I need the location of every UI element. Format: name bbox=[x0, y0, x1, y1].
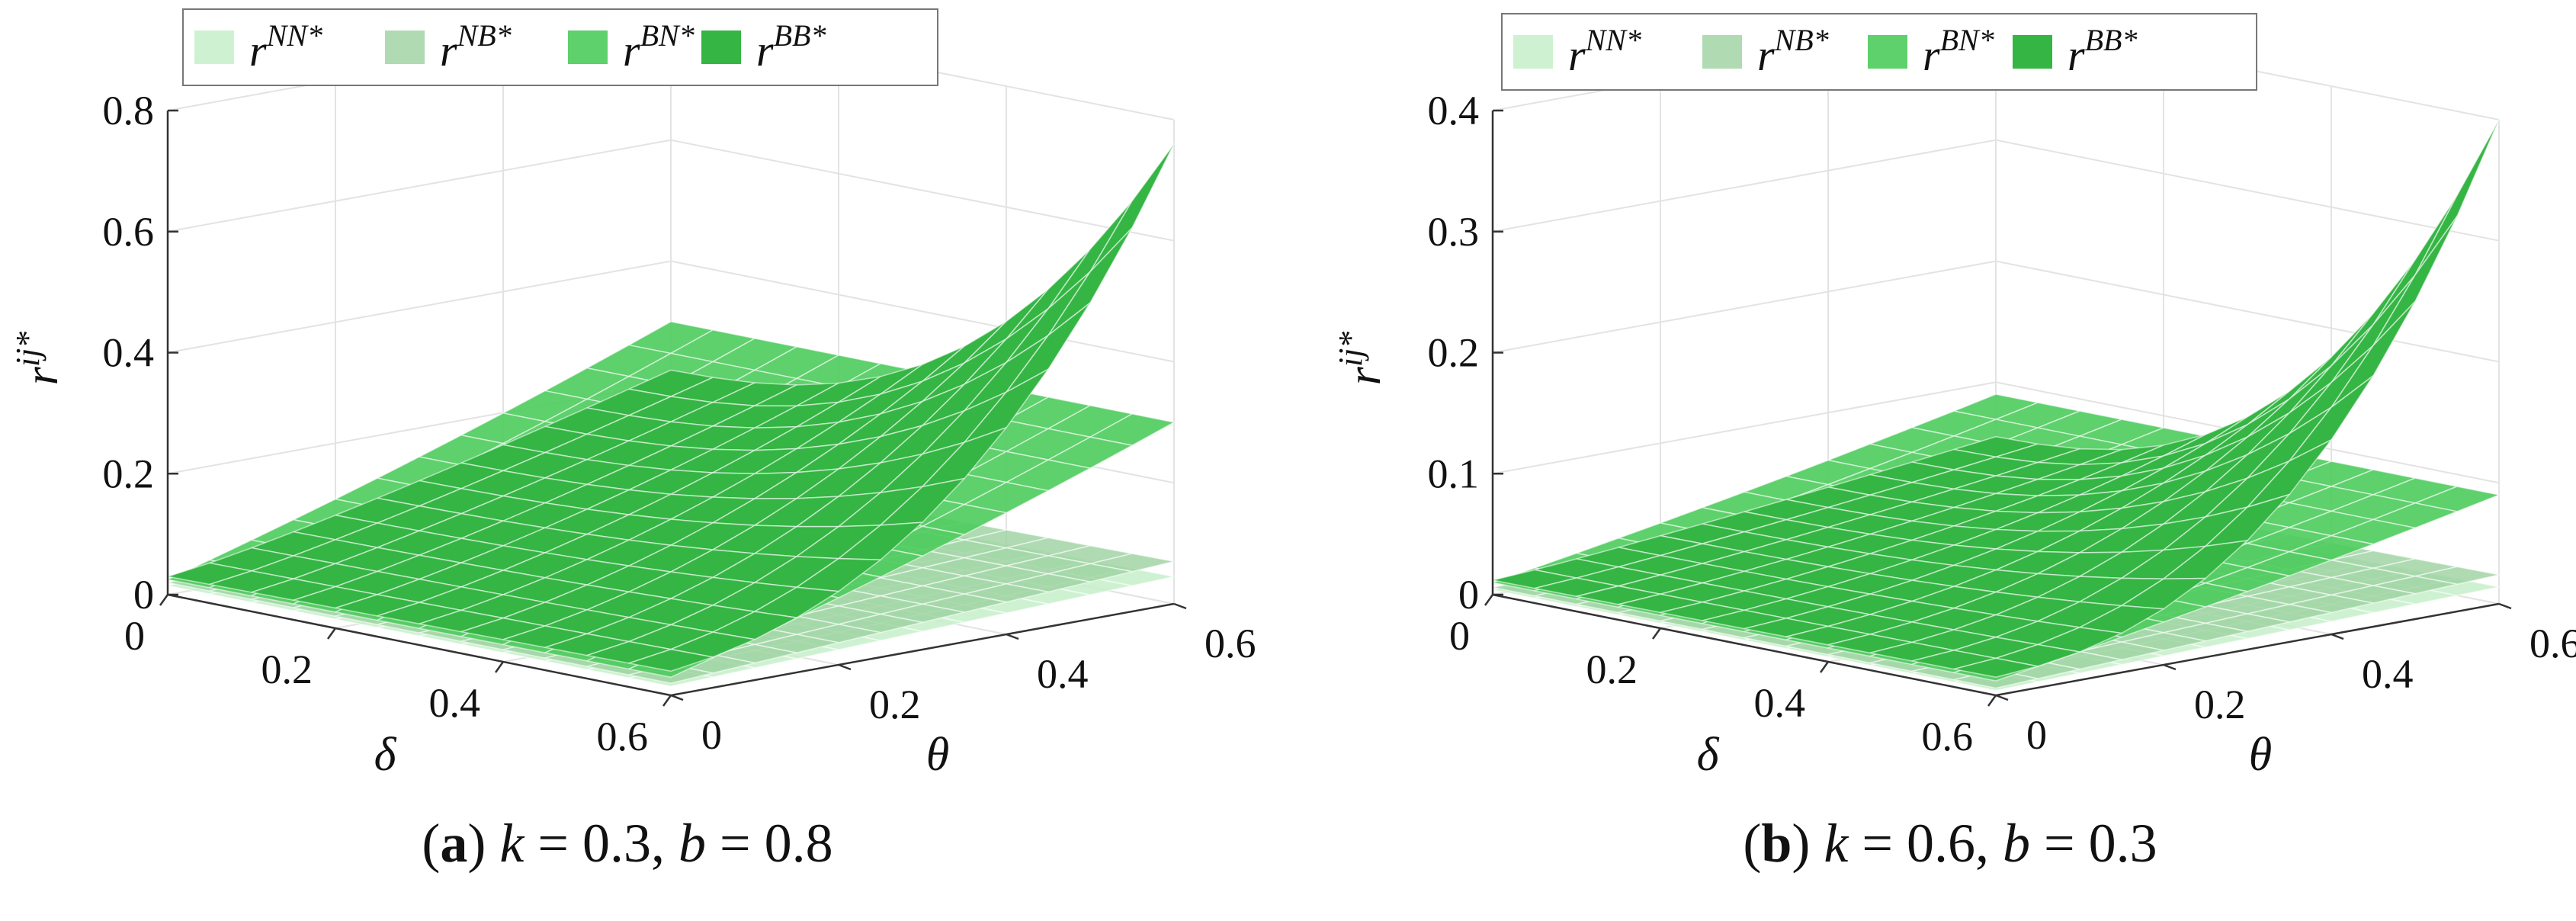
legend-swatch-NN bbox=[194, 30, 234, 64]
legend-label-BB: rBB* bbox=[2068, 23, 2137, 80]
surface-BB-patch bbox=[2372, 194, 2458, 326]
legend-label-BN: rBN* bbox=[623, 18, 695, 75]
delta-tick-label: 0 bbox=[1449, 613, 1470, 659]
axes: 0 0.2 0.4 0.6 0.8 0 0.2 0.4 0.6 0 0.2 0.4 0.6 bbox=[103, 88, 1256, 759]
theta-axis-label: θ bbox=[926, 729, 949, 781]
z-axis-label: rij* bbox=[9, 332, 68, 386]
z-tick-label: 0.1 bbox=[1428, 451, 1480, 496]
theta-tick bbox=[2163, 663, 2177, 671]
delta-axis bbox=[1492, 593, 1997, 697]
z-tick-label: 0.4 bbox=[103, 330, 155, 376]
axes: 0 0.1 0.2 0.3 0.4 0 0.2 0.4 0.6 0 0.2 0.4 0.6 bbox=[1428, 88, 2576, 759]
theta-tick bbox=[670, 694, 684, 701]
legend-swatch-BB bbox=[2013, 35, 2052, 69]
z-tick-label: 0.6 bbox=[103, 209, 155, 255]
theta-tick bbox=[838, 663, 852, 671]
theta-tick-label: 0 bbox=[2026, 712, 2047, 758]
z-axis-label: rij* bbox=[1332, 332, 1391, 386]
theta-tick bbox=[2331, 633, 2344, 640]
theta-tick bbox=[1995, 694, 2009, 701]
surface-BB-patch bbox=[2414, 119, 2500, 276]
legend-label-NN: rNN* bbox=[1568, 23, 1641, 80]
delta-tick-label: 0.2 bbox=[1586, 647, 1638, 692]
legend: rNN* rNB* rBN* rBB* bbox=[182, 8, 938, 86]
legend-label-NN: rNN* bbox=[249, 18, 322, 75]
z-tick-label: 0.2 bbox=[103, 451, 155, 496]
theta-tick-label: 0.6 bbox=[2529, 621, 2576, 666]
chart-panel-b: 0 0.1 0.2 0.3 0.4 0 0.2 0.4 0.6 0 0.2 0.4 0.6 rij* δ θ r… bbox=[1332, 13, 2576, 874]
theta-axis-label: θ bbox=[2249, 729, 2272, 781]
legend-swatch-NN bbox=[1513, 35, 1553, 69]
legend-swatch-BN bbox=[1868, 35, 1907, 69]
panel-caption: (b) k = 0.6, b = 0.3 bbox=[1743, 813, 2157, 874]
surface-BB-patch bbox=[1953, 657, 2039, 679]
theta-tick bbox=[1173, 602, 1187, 610]
delta-axis bbox=[167, 593, 672, 697]
theta-tick bbox=[2498, 602, 2512, 610]
surface-BB-patch bbox=[1089, 143, 1175, 273]
theta-tick-label: 0.4 bbox=[1037, 651, 1089, 697]
legend-swatch-NB bbox=[385, 30, 425, 64]
delta-axis-label: δ bbox=[1697, 729, 1720, 781]
delta-tick-label: 0.4 bbox=[1754, 680, 1806, 726]
panel-caption: (a) k = 0.3, b = 0.8 bbox=[422, 813, 832, 874]
theta-tick-label: 0.4 bbox=[2362, 651, 2414, 697]
legend: rNN* rNB* rBN* rBB* bbox=[1501, 13, 2257, 91]
legend-swatch-NB bbox=[1702, 35, 1742, 69]
delta-tick-label: 0.6 bbox=[1922, 714, 1974, 759]
legend-label-NB: rNB* bbox=[1757, 23, 1829, 80]
surface-BB bbox=[167, 143, 1175, 672]
delta-tick bbox=[159, 594, 169, 606]
delta-tick bbox=[494, 661, 505, 673]
delta-tick bbox=[1484, 594, 1494, 606]
legend-swatch-BN bbox=[568, 30, 608, 64]
delta-tick-label: 0.4 bbox=[429, 680, 481, 726]
delta-axis-label: δ bbox=[374, 729, 397, 781]
theta-tick-label: 0 bbox=[701, 712, 722, 758]
chart-panel-a: 0 0.2 0.4 0.6 0.8 0 0.2 0.4 0.6 0 0.2 0.4 0.6 rij* δ θ r… bbox=[9, 8, 1256, 874]
z-tick-label: 0 bbox=[133, 572, 154, 618]
delta-tick bbox=[1651, 627, 1662, 640]
z-tick-label: 0 bbox=[1458, 572, 1479, 618]
surface-BB-patch bbox=[628, 648, 714, 672]
legend-label-BB: rBB* bbox=[756, 18, 826, 75]
z-tick-label: 0.3 bbox=[1428, 209, 1480, 255]
theta-axis bbox=[1995, 602, 2500, 697]
surface-BB-patch bbox=[2372, 215, 2458, 347]
delta-tick bbox=[1987, 695, 1997, 707]
delta-tick-label: 0 bbox=[124, 613, 145, 659]
theta-axis bbox=[670, 602, 1175, 697]
theta-tick bbox=[1006, 633, 1019, 640]
legend-label-BN: rBN* bbox=[1923, 23, 1994, 80]
delta-tick bbox=[662, 695, 672, 707]
delta-tick bbox=[1819, 661, 1830, 673]
delta-tick-label: 0.6 bbox=[597, 714, 649, 759]
z-tick-label: 0.2 bbox=[1428, 330, 1480, 376]
legend-swatch-BB bbox=[701, 30, 741, 64]
theta-tick-label: 0.2 bbox=[2194, 682, 2246, 727]
z-tick-label: 0.4 bbox=[1428, 88, 1480, 133]
surface-BB bbox=[1492, 119, 2500, 679]
z-tick-label: 0.8 bbox=[103, 88, 155, 133]
legend-label-NB: rNB* bbox=[440, 18, 512, 75]
delta-tick-label: 0.2 bbox=[261, 647, 313, 692]
legend-box bbox=[182, 8, 938, 86]
theta-tick-label: 0.2 bbox=[869, 682, 921, 727]
delta-tick bbox=[326, 627, 337, 640]
theta-tick-label: 0.6 bbox=[1205, 621, 1256, 666]
